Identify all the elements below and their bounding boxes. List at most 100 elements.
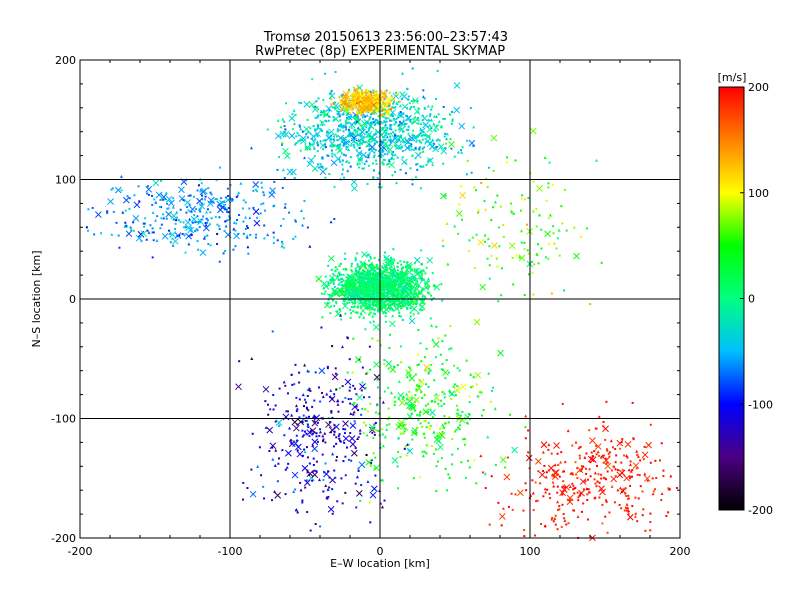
data-point <box>330 149 333 152</box>
data-point <box>321 434 325 438</box>
data-point <box>595 158 599 162</box>
data-point <box>360 104 363 107</box>
data-point <box>313 128 316 131</box>
data-point <box>418 409 422 413</box>
data-point <box>360 107 363 110</box>
data-point <box>361 286 364 289</box>
data-point <box>237 190 241 194</box>
data-point <box>669 474 673 478</box>
data-point <box>548 243 551 246</box>
data-point <box>147 193 150 196</box>
data-point <box>383 113 386 116</box>
data-point <box>414 157 417 160</box>
data-point <box>349 432 352 435</box>
data-point <box>351 105 354 108</box>
data-point <box>457 426 460 429</box>
data-point <box>415 163 418 166</box>
data-point <box>195 208 198 211</box>
data-point <box>325 146 328 149</box>
data-point <box>332 117 336 121</box>
data-point <box>596 450 600 454</box>
data-point <box>301 223 305 227</box>
data-point <box>365 126 368 129</box>
data-point <box>365 135 368 138</box>
data-point <box>361 105 364 108</box>
data-point <box>399 292 402 295</box>
data-point <box>303 448 306 451</box>
data-point <box>534 481 537 484</box>
data-point <box>428 136 431 139</box>
data-point <box>394 106 397 109</box>
data-point <box>484 240 487 243</box>
data-point <box>425 452 428 455</box>
data-point <box>350 449 358 457</box>
data-point <box>391 152 394 155</box>
data-point <box>390 141 393 144</box>
data-point <box>399 430 403 434</box>
data-point <box>577 499 580 502</box>
data-point <box>288 114 296 122</box>
data-point <box>216 242 219 245</box>
data-point <box>297 140 300 143</box>
data-point <box>400 121 404 125</box>
data-point <box>291 383 294 386</box>
data-point <box>401 318 404 321</box>
data-point <box>572 488 575 491</box>
data-point <box>356 297 359 300</box>
data-point <box>402 266 405 269</box>
data-point <box>411 438 414 441</box>
data-point <box>407 128 410 131</box>
data-point <box>441 430 444 433</box>
data-point <box>361 276 364 279</box>
data-point <box>453 429 457 433</box>
data-point <box>344 396 347 399</box>
data-point <box>390 269 393 272</box>
data-point <box>382 270 385 273</box>
data-point <box>376 98 379 101</box>
data-point <box>294 220 297 223</box>
data-point <box>412 303 415 306</box>
data-point <box>634 496 637 499</box>
data-point <box>419 476 422 479</box>
data-point <box>429 118 433 122</box>
data-point <box>432 122 436 126</box>
data-point <box>580 465 583 468</box>
data-point <box>334 70 337 73</box>
data-point <box>424 369 427 372</box>
data-point <box>465 173 468 176</box>
data-point <box>330 89 333 92</box>
data-point <box>359 383 366 390</box>
data-point <box>295 410 298 413</box>
data-point <box>414 409 417 412</box>
data-point <box>350 100 353 103</box>
data-point <box>185 211 188 214</box>
data-point <box>126 225 129 228</box>
data-point <box>355 162 359 166</box>
data-point <box>356 113 359 116</box>
data-point <box>493 407 497 411</box>
data-point <box>556 452 559 455</box>
data-point <box>399 455 402 458</box>
data-point <box>460 461 463 464</box>
data-point <box>367 90 370 93</box>
data-point <box>557 228 561 232</box>
data-point <box>126 195 129 198</box>
data-point <box>432 340 440 348</box>
data-point <box>334 155 342 163</box>
data-point <box>611 446 614 449</box>
data-point <box>210 193 213 196</box>
data-point <box>459 414 462 417</box>
data-point <box>351 107 354 110</box>
data-point <box>398 120 401 123</box>
data-point <box>324 275 327 278</box>
data-point <box>372 264 375 267</box>
data-point <box>392 299 395 302</box>
data-point <box>531 479 534 482</box>
data-point <box>151 210 155 214</box>
data-point <box>178 234 181 237</box>
data-point <box>305 432 308 435</box>
data-point <box>355 506 358 509</box>
data-point <box>355 92 358 95</box>
data-point <box>441 432 444 435</box>
data-point <box>414 277 417 280</box>
